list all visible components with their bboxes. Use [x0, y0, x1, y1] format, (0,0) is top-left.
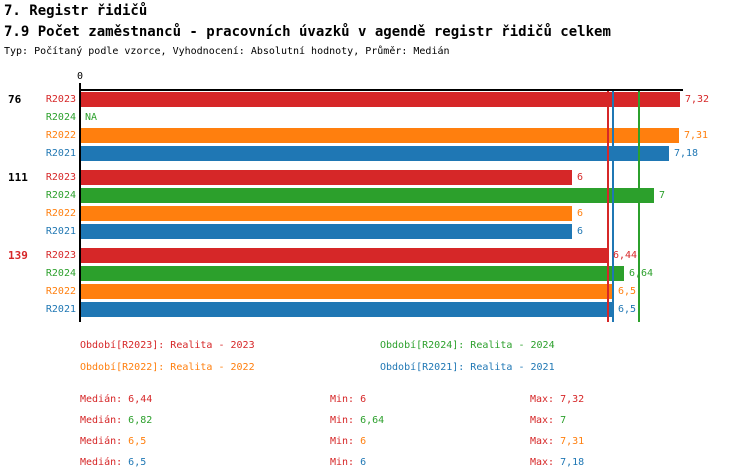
series-label: R2021 [45, 226, 76, 237]
legend-item-R2023: Období[R2023]: Realita - 2023 [80, 340, 255, 351]
stat-label-max: Max: [530, 436, 561, 447]
bar-value-label: 6,44 [613, 250, 638, 261]
stat-max-R2022: Max: 7,31 [530, 436, 584, 448]
stat-label-median: Medián: [80, 394, 129, 405]
bar-value-label: 7 [659, 190, 666, 201]
series-label: R2021 [45, 304, 76, 315]
chart-meta-line: Typ: Počítaný podle vzorce, Vyhodnocení:… [4, 46, 450, 57]
stat-value-min: 6 [360, 436, 367, 447]
series-label: R2023 [45, 94, 76, 105]
stat-label-max: Max: [530, 415, 561, 426]
x-axis-line [79, 89, 683, 91]
bar-value-label: 6 [577, 172, 584, 183]
legend-item-R2021: Období[R2021]: Realita - 2021 [380, 362, 555, 373]
stat-min-R2024: Min: 6,64 [330, 415, 384, 427]
bar-R2021 [80, 302, 613, 317]
stat-value-median: 6,44 [128, 394, 153, 405]
stat-label-min: Min: [330, 436, 361, 447]
group-label: 76 [8, 93, 22, 106]
stat-min-R2022: Min: 6 [330, 436, 366, 448]
series-label: R2022 [45, 130, 76, 141]
stat-value-max: 7,31 [560, 436, 585, 447]
series-label: R2024 [45, 268, 76, 279]
bar-value-label: 6 [577, 226, 584, 237]
bar-value-label: 7,32 [685, 94, 710, 105]
legend-item-R2022: Období[R2022]: Realita - 2022 [80, 362, 255, 373]
stat-label-max: Max: [530, 457, 561, 468]
bar-R2023 [80, 248, 608, 263]
bar-R2024 [80, 266, 624, 281]
series-label: R2023 [45, 172, 76, 183]
stat-median-R2023: Medián: 6,44 [80, 394, 152, 406]
bar-R2021 [80, 146, 669, 161]
stat-label-median: Medián: [80, 436, 129, 447]
median-line-R2024 [638, 91, 640, 322]
bar-value-label: 6 [577, 208, 584, 219]
stat-max-R2021: Max: 7,18 [530, 457, 584, 469]
group-label: 139 [8, 249, 28, 262]
series-label: R2024 [45, 190, 76, 201]
bar-R2021 [80, 224, 572, 239]
bar-value-label-na: NA [85, 112, 98, 123]
stat-min-R2023: Min: 6 [330, 394, 366, 406]
stat-value-max: 7,32 [560, 394, 585, 405]
stat-label-min: Min: [330, 457, 361, 468]
stat-median-R2022: Medián: 6,5 [80, 436, 146, 448]
series-label: R2021 [45, 148, 76, 159]
x-axis-tick-zero: 0 [76, 71, 84, 82]
median-line-R2021 [612, 91, 614, 322]
y-axis-line [79, 83, 81, 322]
stat-value-median: 6,5 [128, 457, 147, 468]
bar-value-label: 7,31 [684, 130, 709, 141]
bar-value-label: 6,5 [618, 304, 637, 315]
stat-label-median: Medián: [80, 415, 129, 426]
legend-item-R2024: Období[R2024]: Realita - 2024 [380, 340, 555, 351]
series-label: R2022 [45, 208, 76, 219]
stat-label-median: Medián: [80, 457, 129, 468]
stat-value-median: 6,82 [128, 415, 153, 426]
group-label: 111 [8, 171, 28, 184]
stat-value-min: 6 [360, 457, 367, 468]
bar-R2022 [80, 128, 679, 143]
bar-R2023 [80, 170, 572, 185]
series-label: R2024 [45, 112, 76, 123]
stat-median-R2021: Medián: 6,5 [80, 457, 146, 469]
section-title: 7. Registr řidičů [4, 3, 148, 19]
stat-value-max: 7,18 [560, 457, 585, 468]
stat-label-min: Min: [330, 394, 361, 405]
bar-R2024 [80, 188, 654, 203]
median-line-R2023 [607, 91, 609, 322]
stat-value-min: 6 [360, 394, 367, 405]
bar-R2022 [80, 284, 613, 299]
chart-title: 7.9 Počet zaměstnanců - pracovních úvazk… [4, 24, 611, 40]
stat-median-R2024: Medián: 6,82 [80, 415, 152, 427]
stat-max-R2023: Max: 7,32 [530, 394, 584, 406]
bar-value-label: 6,5 [618, 286, 637, 297]
stat-label-min: Min: [330, 415, 361, 426]
stat-value-min: 6,64 [360, 415, 385, 426]
stat-min-R2021: Min: 6 [330, 457, 366, 469]
series-label: R2022 [45, 286, 76, 297]
stat-label-max: Max: [530, 394, 561, 405]
bar-value-label: 7,18 [674, 148, 699, 159]
bar-value-label: 6,64 [629, 268, 654, 279]
stat-max-R2024: Max: 7 [530, 415, 566, 427]
bar-R2022 [80, 206, 572, 221]
bar-R2023 [80, 92, 680, 107]
stat-value-max: 7 [560, 415, 567, 426]
series-label: R2023 [45, 250, 76, 261]
stat-value-median: 6,5 [128, 436, 147, 447]
